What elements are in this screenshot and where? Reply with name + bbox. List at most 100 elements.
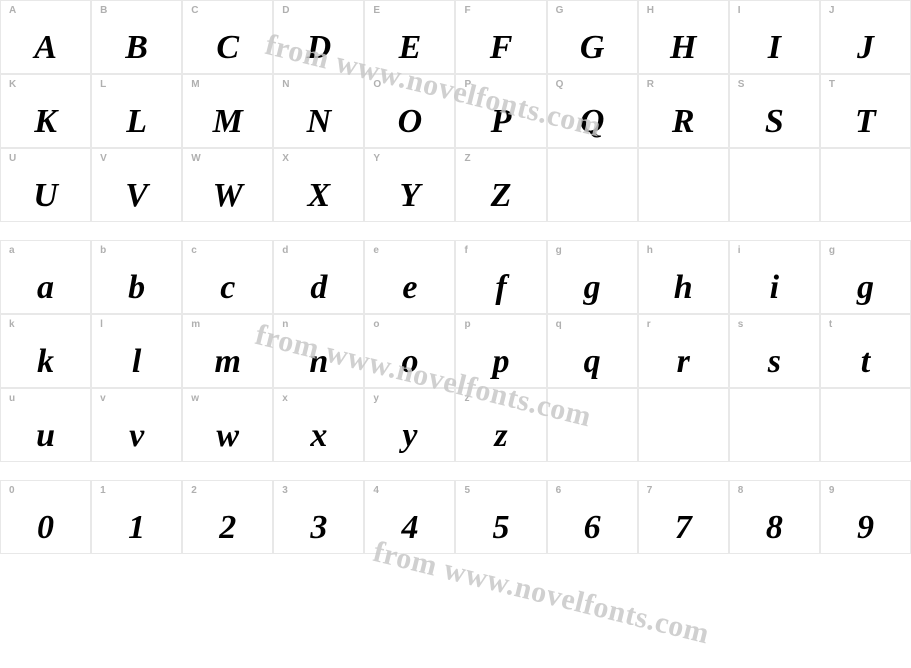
cell-glyph: e	[365, 271, 454, 305]
glyph-cell: ww	[183, 389, 272, 461]
glyph-cell: VV	[92, 149, 181, 221]
glyph-cell: 22	[183, 481, 272, 553]
cell-label: b	[100, 245, 173, 256]
glyph-cell: nn	[274, 315, 363, 387]
cell-glyph: w	[183, 419, 272, 453]
cell-glyph: Q	[548, 105, 637, 139]
cell-glyph: m	[183, 345, 272, 379]
cell-label: o	[373, 319, 446, 330]
digits-section: 00 11 22 33 44 55 66 77 88 99	[0, 480, 911, 554]
cell-label: 8	[738, 485, 811, 496]
cell-label: B	[100, 5, 173, 16]
glyph-cell: BB	[92, 1, 181, 73]
cell-glyph: c	[183, 271, 272, 305]
glyph-cell: dd	[274, 241, 363, 313]
cell-glyph: 4	[365, 511, 454, 545]
glyph-cell: PP	[456, 75, 545, 147]
glyph-cell: uu	[1, 389, 90, 461]
cell-glyph: s	[730, 345, 819, 379]
cell-glyph: X	[274, 179, 363, 213]
glyph-cell: tt	[821, 315, 910, 387]
cell-label: g	[556, 245, 629, 256]
cell-glyph: 7	[639, 511, 728, 545]
cell-label: P	[464, 79, 537, 90]
cell-glyph: W	[183, 179, 272, 213]
glyph-cell: EE	[365, 1, 454, 73]
glyph-cell: YY	[365, 149, 454, 221]
cell-glyph: l	[92, 345, 181, 379]
cell-label: E	[373, 5, 446, 16]
cell-glyph: B	[92, 31, 181, 65]
glyph-cell: ZZ	[456, 149, 545, 221]
glyph-cell: 33	[274, 481, 363, 553]
glyph-cell: oo	[365, 315, 454, 387]
cell-label: g	[829, 245, 902, 256]
glyph-cell: cc	[183, 241, 272, 313]
cell-label: w	[191, 393, 264, 404]
cell-label: c	[191, 245, 264, 256]
cell-label: e	[373, 245, 446, 256]
glyph-cell: GG	[548, 1, 637, 73]
glyph-cell: QQ	[548, 75, 637, 147]
cell-label: K	[9, 79, 82, 90]
cell-glyph: n	[274, 345, 363, 379]
glyph-cell	[730, 389, 819, 461]
cell-label: r	[647, 319, 720, 330]
glyph-cell: SS	[730, 75, 819, 147]
glyph-cell: DD	[274, 1, 363, 73]
cell-glyph: v	[92, 419, 181, 453]
cell-glyph: M	[183, 105, 272, 139]
cell-label: D	[282, 5, 355, 16]
cell-glyph: i	[730, 271, 819, 305]
cell-label: 3	[282, 485, 355, 496]
lowercase-section: aa bb cc dd ee ff gg hh ii gg kk ll mm n…	[0, 240, 911, 462]
glyph-cell: KK	[1, 75, 90, 147]
cell-label: v	[100, 393, 173, 404]
glyph-cell: XX	[274, 149, 363, 221]
glyph-cell	[730, 149, 819, 221]
cell-label: L	[100, 79, 173, 90]
cell-glyph: N	[274, 105, 363, 139]
glyph-cell: kk	[1, 315, 90, 387]
glyph-cell: ee	[365, 241, 454, 313]
cell-label: z	[464, 393, 537, 404]
cell-label: 9	[829, 485, 902, 496]
cell-label: J	[829, 5, 902, 16]
glyph-cell: CC	[183, 1, 272, 73]
cell-label: 5	[464, 485, 537, 496]
cell-label: d	[282, 245, 355, 256]
cell-glyph: Z	[456, 179, 545, 213]
glyph-cell: 88	[730, 481, 819, 553]
cell-glyph: D	[274, 31, 363, 65]
cell-label: H	[647, 5, 720, 16]
glyph-cell: 11	[92, 481, 181, 553]
cell-glyph: G	[548, 31, 637, 65]
cell-label: Y	[373, 153, 446, 164]
section-spacer	[0, 222, 911, 240]
uppercase-section: AA BB CC DD EE FF GG HH II JJ KK LL MM N…	[0, 0, 911, 222]
cell-label: Q	[556, 79, 629, 90]
cell-label: i	[738, 245, 811, 256]
cell-label: l	[100, 319, 173, 330]
cell-glyph: H	[639, 31, 728, 65]
glyph-cell: ff	[456, 241, 545, 313]
cell-label: W	[191, 153, 264, 164]
cell-glyph: 6	[548, 511, 637, 545]
cell-glyph: x	[274, 419, 363, 453]
cell-glyph: 2	[183, 511, 272, 545]
cell-glyph: C	[183, 31, 272, 65]
cell-glyph: 5	[456, 511, 545, 545]
cell-glyph: 1	[92, 511, 181, 545]
cell-glyph: 8	[730, 511, 819, 545]
glyph-cell: UU	[1, 149, 90, 221]
glyph-cell: NN	[274, 75, 363, 147]
cell-label: h	[647, 245, 720, 256]
glyph-cell: JJ	[821, 1, 910, 73]
cell-glyph: p	[456, 345, 545, 379]
cell-label: a	[9, 245, 82, 256]
cell-glyph: h	[639, 271, 728, 305]
glyph-cell: 77	[639, 481, 728, 553]
cell-glyph: t	[821, 345, 910, 379]
cell-label: A	[9, 5, 82, 16]
cell-label: t	[829, 319, 902, 330]
